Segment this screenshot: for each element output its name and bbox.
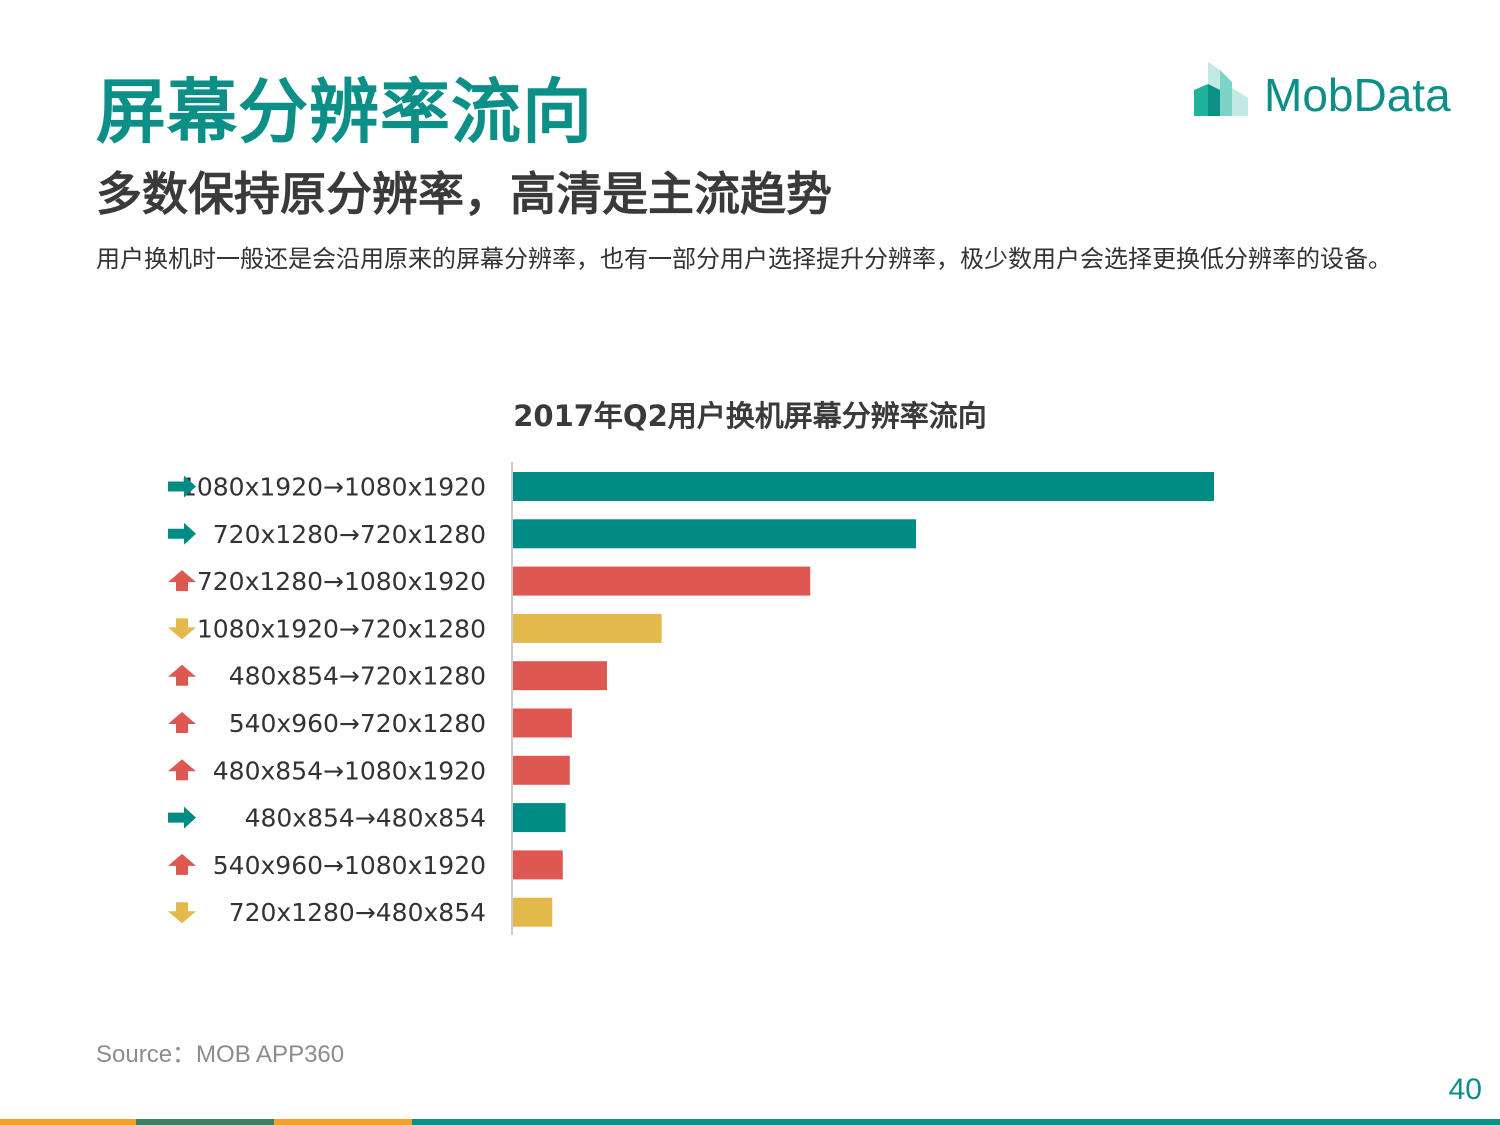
bottom-bar-segment (136, 1119, 274, 1125)
category-label: 720x1280→480x854 (229, 898, 486, 927)
bar-6 (513, 755, 570, 785)
page-title: 屏幕分辨率流向 (96, 71, 593, 153)
arrow-down-icon (168, 618, 196, 640)
logo-text: MobData (1264, 69, 1451, 121)
building-icon (1194, 62, 1248, 116)
bar-9 (513, 897, 553, 927)
page-subtitle: 多数保持原分辨率，高清是主流趋势 (96, 167, 832, 221)
arrow-right-icon (168, 806, 196, 829)
bar-8 (513, 850, 563, 880)
bar-1 (513, 519, 917, 549)
chart-title: 2017年Q2用户换机屏幕分辨率流向 (513, 399, 987, 433)
bar-5 (513, 708, 572, 738)
category-label: 540x960→1080x1920 (213, 851, 486, 880)
bar-3 (513, 613, 662, 643)
bar-0 (513, 472, 1214, 501)
bar-4 (513, 661, 607, 691)
arrow-down-icon (168, 902, 196, 924)
category-label: 480x854→480x854 (245, 804, 486, 833)
source-note: Source：MOB APP360 (96, 1041, 345, 1068)
page-number: 40 (1448, 1073, 1482, 1106)
category-label: 1080x1920→1080x1920 (181, 473, 486, 502)
category-label: 1080x1920→720x1280 (197, 614, 486, 643)
arrow-up-icon (168, 570, 196, 592)
bar-7 (513, 803, 566, 833)
arrow-up-icon (168, 664, 196, 686)
arrow-up-icon (168, 712, 196, 733)
bottom-bar-segment (412, 1119, 1500, 1125)
resolution-flow-chart: 2017年Q2用户换机屏幕分辨率流向 1080x1920→1080x1920 72… (168, 399, 1214, 935)
category-label: 720x1280→1080x1920 (197, 567, 486, 596)
bottom-bar-segment (0, 1119, 136, 1125)
arrow-up-icon (168, 853, 196, 875)
category-label: 720x1280→720x1280 (213, 520, 486, 549)
mobdata-logo: MobData (1192, 60, 1482, 126)
page-description: 用户换机时一般还是会沿用原来的屏幕分辨率，也有一部分用户选择提升分辨率，极少数用… (96, 245, 1392, 273)
arrow-right-icon (168, 522, 196, 545)
bottom-bar-segment (274, 1119, 412, 1125)
arrow-right-icon (168, 475, 196, 498)
category-label: 480x854→720x1280 (229, 662, 486, 691)
category-label: 480x854→1080x1920 (213, 756, 486, 785)
bar-2 (513, 566, 811, 596)
bottom-color-bar (0, 1119, 1500, 1125)
category-label: 540x960→720x1280 (229, 709, 486, 738)
arrow-up-icon (168, 759, 196, 781)
